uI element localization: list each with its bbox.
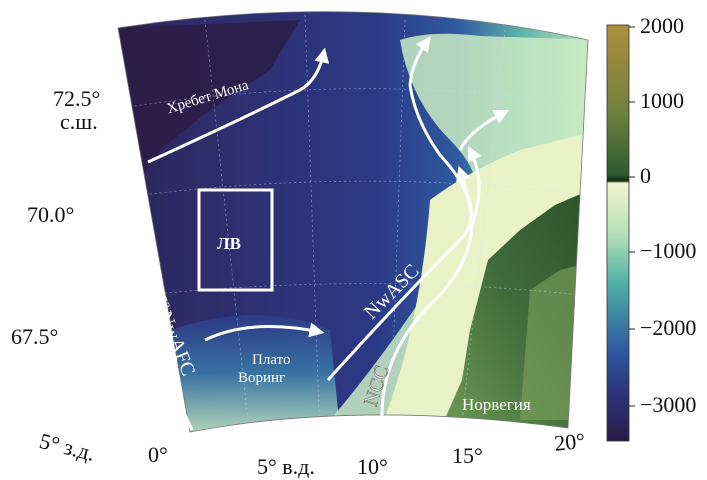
colorbar-tick-0: 0	[640, 163, 651, 188]
lon-label-10: 10°	[357, 454, 388, 479]
lon-label-15: 15°	[452, 443, 483, 468]
colorbar-ticks	[629, 26, 635, 407]
lat-label-72-5: 72.5°	[53, 86, 101, 111]
ncc-arrow-b	[467, 145, 482, 231]
lat-label-north: с.ш.	[60, 109, 98, 134]
colorbar-tick-minus-2000: −2000	[640, 315, 697, 340]
ncc-arrow-a	[380, 165, 474, 421]
ncc-arrow-c	[458, 109, 510, 151]
colorbar-tick-minus-1000: −1000	[640, 238, 697, 263]
lon-label-0: 0°	[148, 442, 168, 467]
voring-plateau-label-2: Воринг	[238, 370, 286, 386]
lat-label-67-5: 67.5°	[11, 324, 59, 349]
mohn-ridge-arrow	[147, 47, 330, 164]
voring-arrow	[204, 322, 325, 342]
map-border	[117, 11, 589, 433]
bathymetry-map	[118, 11, 588, 432]
lat-label-70: 70.0°	[27, 202, 75, 227]
colorbar-tick-1000: 1000	[640, 88, 684, 113]
colorbar	[606, 24, 630, 442]
lon-label-20: 20°	[553, 427, 587, 456]
norway-label: Норвегия	[462, 395, 531, 414]
currents	[118, 36, 510, 431]
lon-label-5e: 5° в.д.	[257, 454, 315, 479]
nwasc-arrow	[326, 36, 473, 382]
colorbar-tick-2000: 2000	[640, 13, 684, 38]
voring-plateau-label-1: Плато	[252, 352, 291, 368]
colorbar-tick-minus-3000: −3000	[640, 392, 697, 417]
nwafc-arrow	[118, 173, 194, 431]
lv-label: ЛВ	[217, 234, 242, 253]
lv-study-box	[197, 188, 274, 292]
